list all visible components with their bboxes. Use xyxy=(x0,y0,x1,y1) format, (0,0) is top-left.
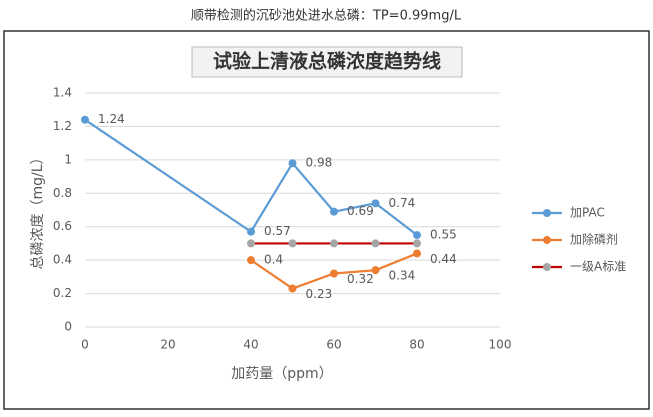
legend-label: 加除磷剂 xyxy=(570,232,618,247)
x-tick-label: 100 xyxy=(489,338,512,352)
y-tick-label: 1 xyxy=(64,152,72,166)
y-tick-label: 0.4 xyxy=(53,253,72,267)
data-point xyxy=(413,231,421,240)
data-label: 0.44 xyxy=(430,252,457,266)
chart-title: 试验上清液总磷浓度趋势线 xyxy=(213,50,441,73)
data-point xyxy=(247,256,255,265)
data-point xyxy=(81,115,89,124)
data-label: 0.98 xyxy=(306,156,333,170)
legend-label: 加PAC xyxy=(570,206,605,220)
data-label: 0.4 xyxy=(264,253,283,267)
legend-label: 一级A标准 xyxy=(570,260,626,274)
data-point xyxy=(371,266,380,275)
legend-marker xyxy=(543,209,551,217)
data-point xyxy=(330,239,338,248)
data-label: 0.69 xyxy=(347,204,374,218)
x-tick-label: 20 xyxy=(160,338,175,352)
data-label: 0.23 xyxy=(306,287,333,301)
y-axis-label: 总磷浓度（mg/L） xyxy=(30,150,46,269)
legend-marker xyxy=(543,263,551,271)
data-point xyxy=(288,284,297,293)
data-label: 0.74 xyxy=(389,196,416,210)
data-point xyxy=(413,239,421,248)
data-label: 0.34 xyxy=(389,269,416,283)
data-label: 1.24 xyxy=(98,112,125,126)
data-point xyxy=(288,159,297,168)
data-point xyxy=(413,249,421,258)
caption: 顺带检测的沉砂池处进水总磷：TP=0.99mg/L xyxy=(191,8,462,24)
data-point xyxy=(330,207,338,216)
y-tick-label: 1.2 xyxy=(53,119,72,133)
title-box xyxy=(191,46,463,78)
series-line xyxy=(84,118,418,236)
x-tick-label: 80 xyxy=(409,338,424,352)
x-tick-label: 40 xyxy=(243,338,258,352)
data-point xyxy=(330,269,338,278)
data-point xyxy=(247,239,255,248)
y-tick-label: 1.4 xyxy=(53,86,72,100)
y-tick-label: 0.8 xyxy=(53,186,72,200)
data-point xyxy=(371,239,380,248)
y-tick-label: 0 xyxy=(64,320,72,334)
data-point xyxy=(247,227,255,236)
chart-frame xyxy=(3,30,650,410)
y-tick-label: 0.2 xyxy=(53,286,72,300)
y-tick-label: 0.6 xyxy=(53,219,72,233)
data-label: 0.32 xyxy=(347,272,374,286)
legend-marker xyxy=(543,236,551,244)
data-point xyxy=(288,239,297,248)
data-label: 0.57 xyxy=(264,224,291,238)
data-point xyxy=(371,199,380,208)
x-tick-label: 0 xyxy=(81,338,89,352)
x-axis-label: 加药量（ppm） xyxy=(231,366,332,382)
x-tick-label: 60 xyxy=(326,338,341,352)
data-label: 0.55 xyxy=(430,228,457,242)
